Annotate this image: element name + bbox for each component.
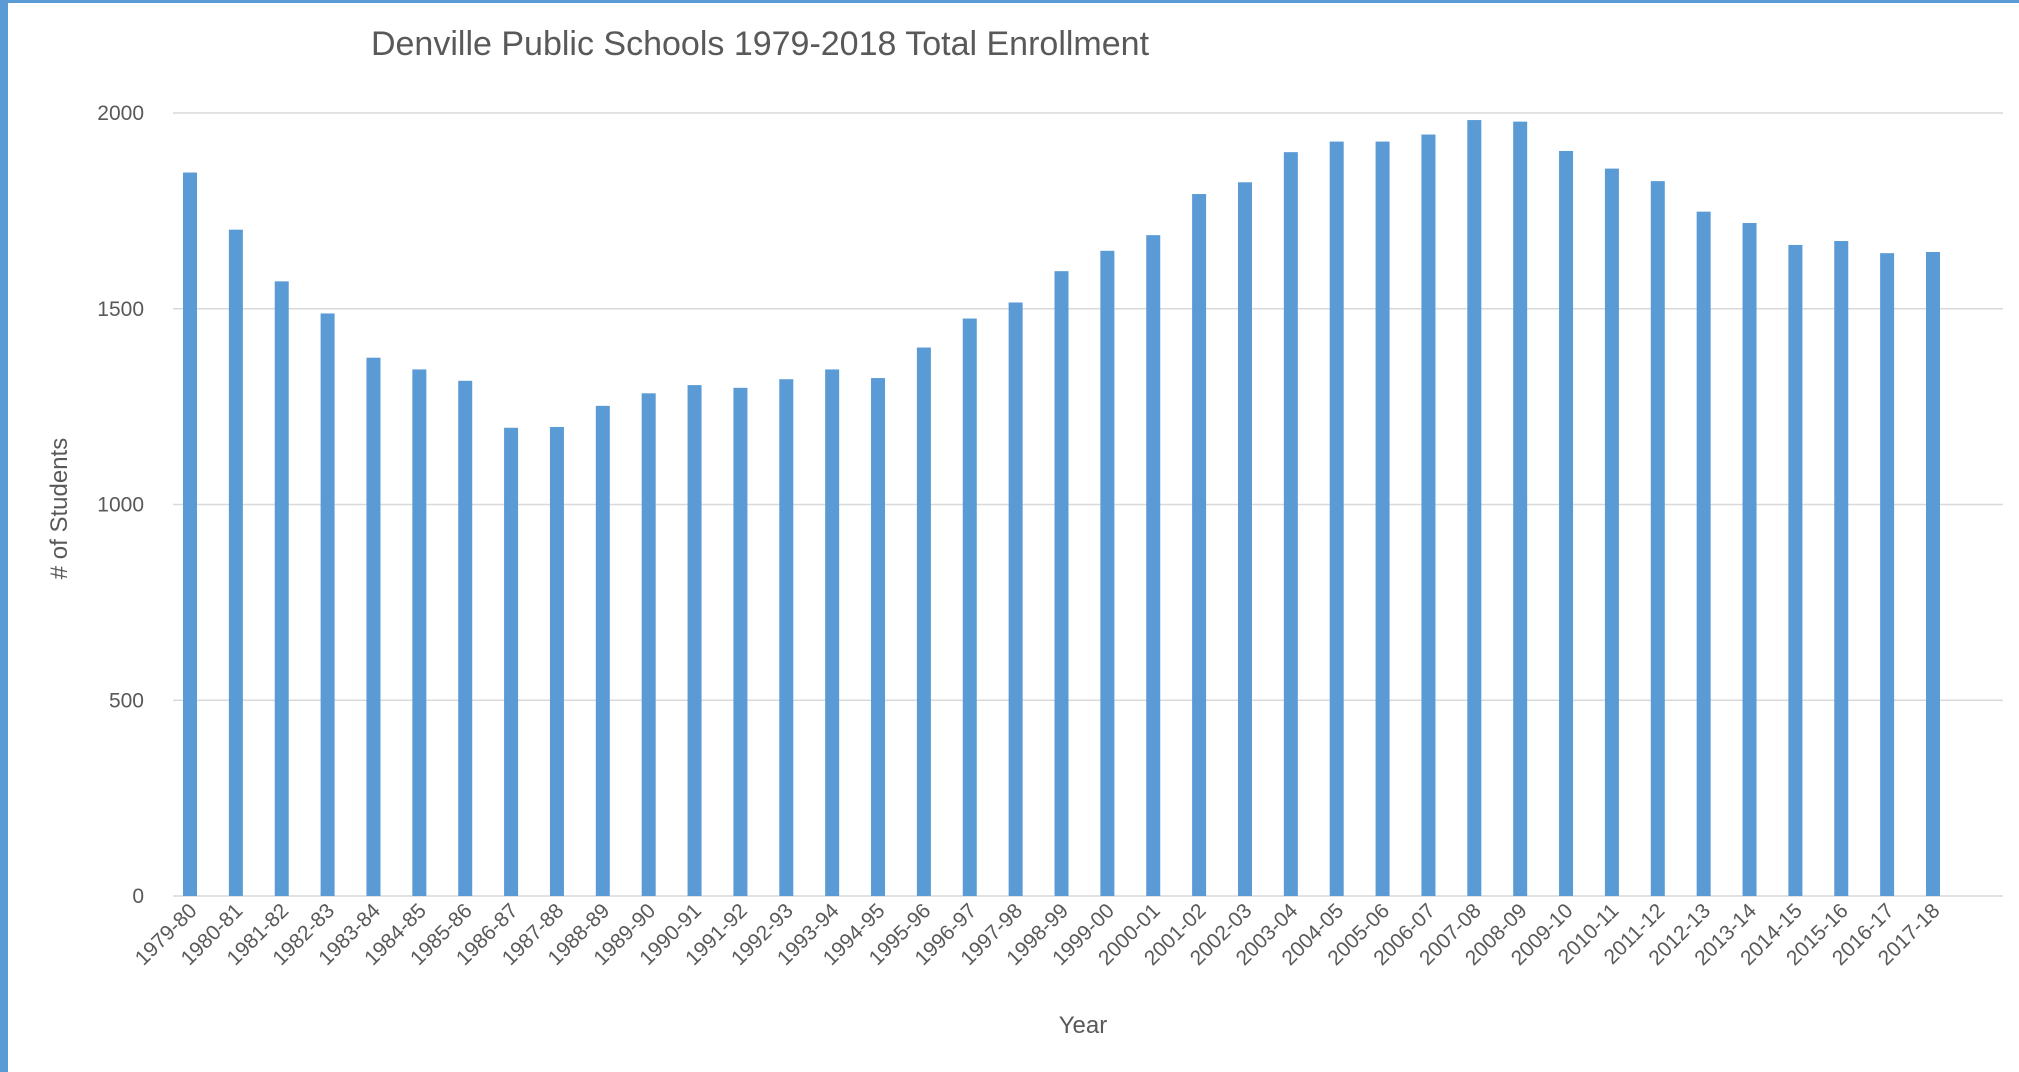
chart-title: Denville Public Schools 1979-2018 Total …	[371, 25, 1150, 63]
bar-2009-10	[1559, 150, 1574, 897]
bar-1987-88	[549, 426, 564, 896]
y-axis-title: # of Students	[46, 438, 73, 579]
bar-1990-91	[687, 385, 702, 896]
bar-2005-06	[1375, 141, 1390, 897]
bar-1988-89	[595, 405, 610, 896]
gridlines	[173, 112, 2003, 897]
bar-1984-85	[412, 369, 427, 896]
bar-2012-13	[1696, 211, 1711, 896]
bar-2006-07	[1421, 134, 1436, 897]
bar-2003-04	[1283, 152, 1298, 896]
y-tick-label: 500	[109, 689, 144, 712]
bar-1999-00	[1100, 250, 1115, 897]
bar-1982-83	[320, 313, 335, 896]
bar-2007-08	[1467, 120, 1482, 896]
y-tick-label: 1500	[97, 298, 144, 321]
bars	[183, 120, 1940, 897]
bar-1985-86	[458, 380, 473, 896]
bar-2015-16	[1834, 241, 1849, 896]
bar-2000-01	[1146, 235, 1161, 896]
y-tick-label: 2000	[97, 102, 144, 125]
bar-2010-11	[1604, 168, 1619, 896]
bar-2004-05	[1329, 141, 1344, 897]
bar-1992-93	[779, 379, 794, 897]
bar-2002-03	[1237, 182, 1252, 896]
bar-1989-90	[641, 393, 656, 896]
bar-1979-80	[183, 172, 197, 896]
bar-1991-92	[733, 387, 748, 896]
bar-1980-81	[228, 229, 243, 897]
y-axis-ticks: 0 500 1000 1500 2000	[97, 102, 144, 908]
bar-2013-14	[1742, 223, 1757, 897]
enrollment-bar-chart: Denville Public Schools 1979-2018 Total …	[46, 25, 2003, 1039]
bar-1998-99	[1054, 271, 1069, 896]
x-axis-title: Year	[1059, 1012, 1108, 1039]
bar-1996-97	[962, 318, 977, 897]
bar-1994-95	[871, 378, 886, 896]
bar-1986-87	[504, 427, 519, 896]
bar-1995-96	[916, 347, 931, 896]
bar-2011-12	[1650, 181, 1665, 897]
y-tick-label: 0	[132, 885, 144, 908]
bar-1981-82	[274, 281, 289, 897]
bar-2017-18	[1926, 251, 1940, 897]
bar-2014-15	[1788, 244, 1803, 897]
bar-2016-17	[1880, 253, 1895, 897]
bar-2001-02	[1192, 194, 1207, 896]
bar-1993-94	[825, 369, 840, 896]
bar-2008-09	[1513, 121, 1528, 897]
x-axis-ticks: 1979-801980-811981-821982-831983-841984-…	[131, 899, 1945, 970]
bar-1997-98	[1008, 302, 1023, 897]
bar-1983-84	[366, 357, 381, 896]
y-tick-label: 1000	[97, 494, 144, 517]
